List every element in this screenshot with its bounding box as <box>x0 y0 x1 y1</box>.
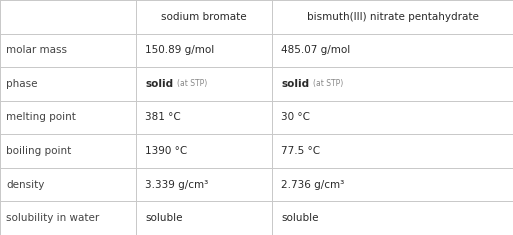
Text: 150.89 g/mol: 150.89 g/mol <box>145 45 214 55</box>
Text: 77.5 °C: 77.5 °C <box>281 146 320 156</box>
Text: 3.339 g/cm³: 3.339 g/cm³ <box>145 180 208 190</box>
Text: solubility in water: solubility in water <box>6 213 100 223</box>
Text: solid: solid <box>281 79 309 89</box>
Text: 2.736 g/cm³: 2.736 g/cm³ <box>281 180 344 190</box>
Text: (at STP): (at STP) <box>177 79 207 88</box>
Text: bismuth(III) nitrate pentahydrate: bismuth(III) nitrate pentahydrate <box>306 12 479 22</box>
Text: soluble: soluble <box>145 213 183 223</box>
Text: 1390 °C: 1390 °C <box>145 146 187 156</box>
Text: solid: solid <box>145 79 173 89</box>
Text: 30 °C: 30 °C <box>281 113 310 122</box>
Text: sodium bromate: sodium bromate <box>161 12 247 22</box>
Text: 485.07 g/mol: 485.07 g/mol <box>281 45 350 55</box>
Text: molar mass: molar mass <box>6 45 67 55</box>
Text: density: density <box>6 180 45 190</box>
Text: boiling point: boiling point <box>6 146 71 156</box>
Text: (at STP): (at STP) <box>313 79 343 88</box>
Text: phase: phase <box>6 79 37 89</box>
Text: melting point: melting point <box>6 113 76 122</box>
Text: soluble: soluble <box>281 213 319 223</box>
Text: 381 °C: 381 °C <box>145 113 181 122</box>
